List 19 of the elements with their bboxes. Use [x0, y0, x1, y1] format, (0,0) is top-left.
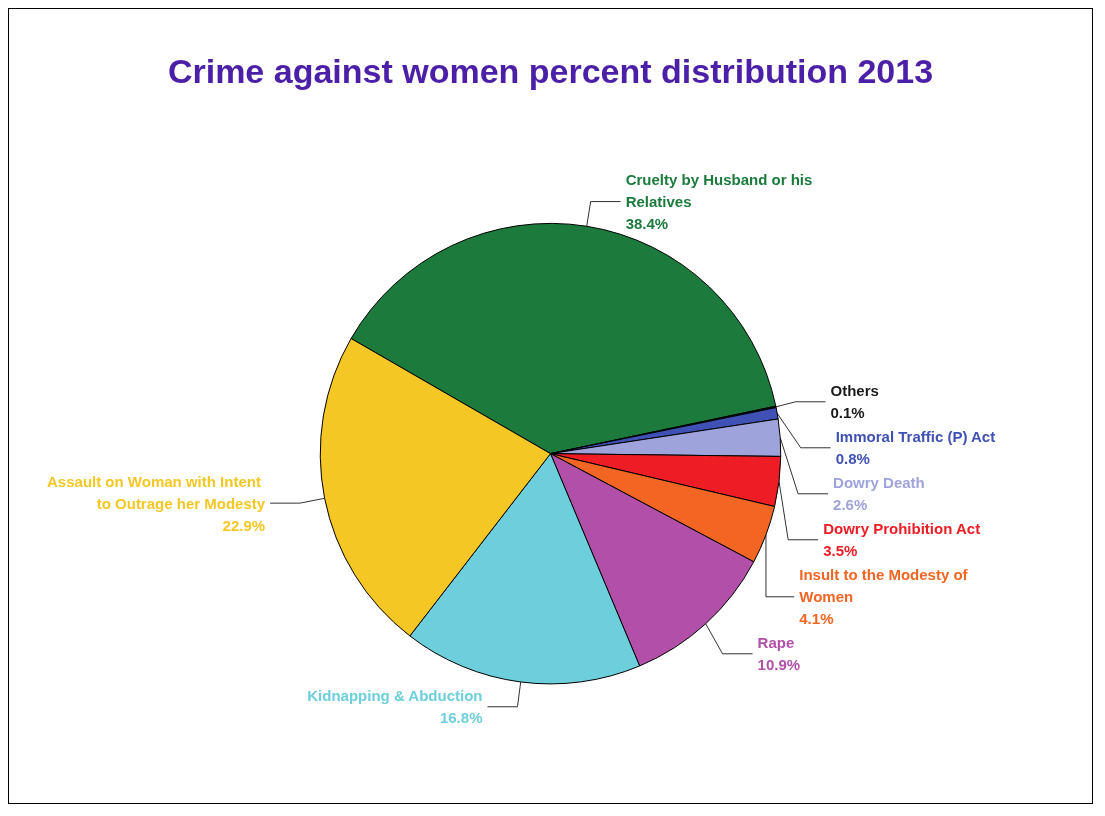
slice-label: Immoral Traffic (P) Act [835, 428, 996, 446]
data-label: 0.1% [830, 404, 865, 422]
slice-label: Assault on Woman with Intent to Outrage her Modesty [47, 472, 266, 512]
data-label: 10.9% [757, 656, 801, 674]
data-label: 2.6% [833, 496, 868, 514]
data-label: 22.9% [222, 516, 266, 534]
slice-label: Others [830, 382, 879, 400]
slice-label: Dowry Death [833, 474, 925, 492]
data-label: 38.4% [625, 215, 669, 233]
slice-label: Cruelty by Husband or his Relatives [625, 171, 817, 211]
data-label: 4.1% [799, 610, 834, 628]
data-label: 3.5% [823, 542, 858, 560]
slice-label: Rape [757, 634, 795, 652]
slice-label: Kidnapping & Abduction [307, 687, 483, 705]
chart-title: Crime against women percent distribution 2013 [167, 52, 934, 90]
data-label: 16.8% [439, 709, 483, 727]
slice-label: Dowry Prohibition Act [823, 520, 981, 538]
slice-label: Insult to the Modesty of Women [799, 566, 972, 606]
data-label: 0.8% [835, 450, 870, 468]
